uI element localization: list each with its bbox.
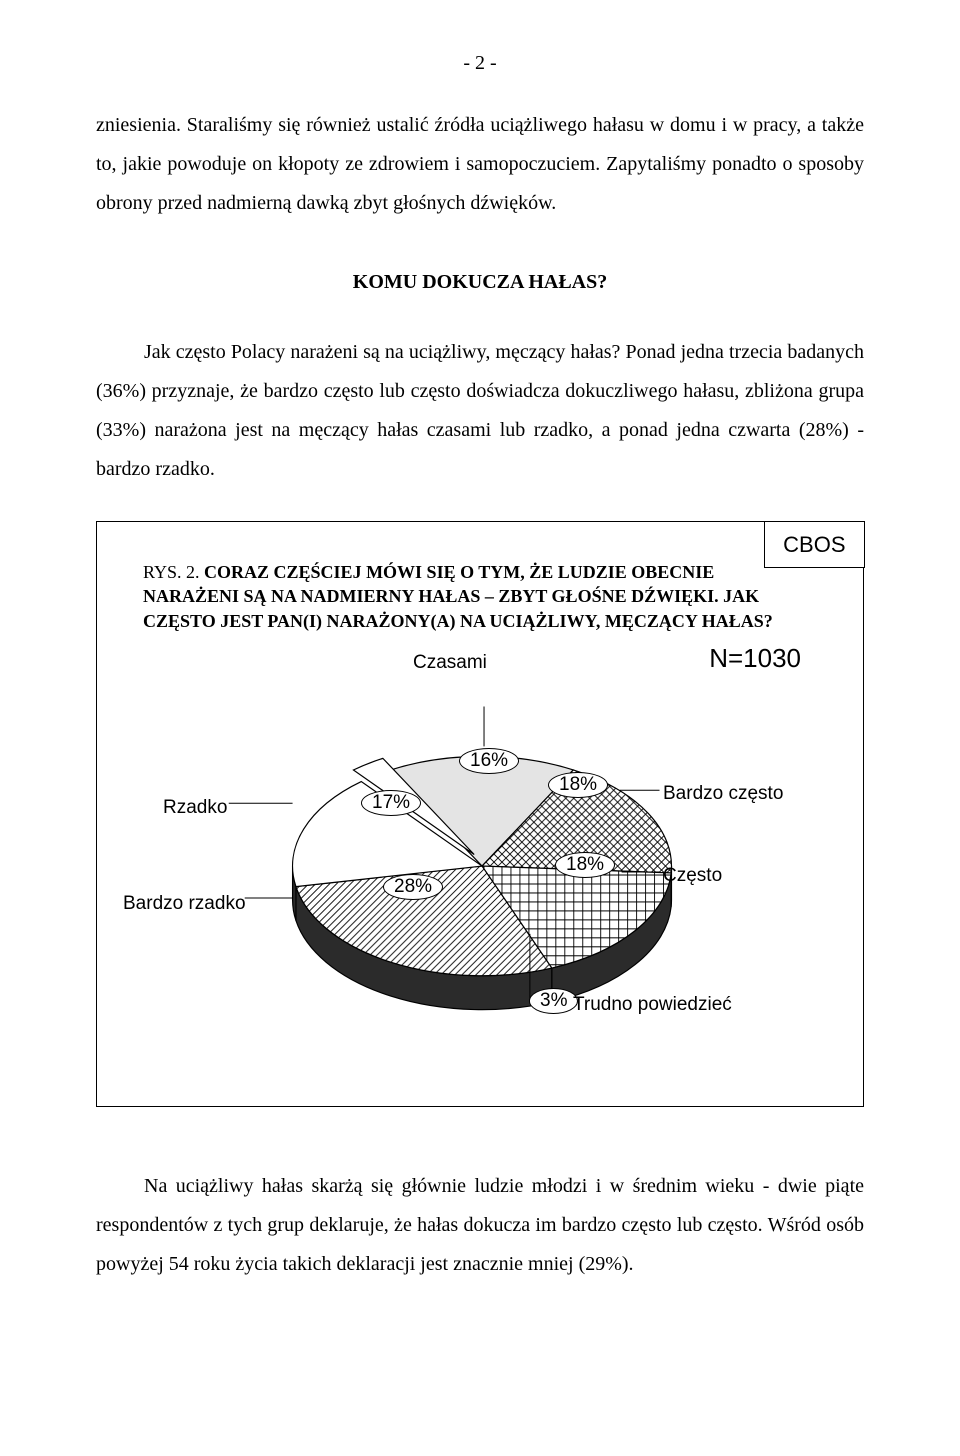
slice-label: Często: [663, 862, 722, 891]
figure-caption-prefix: RYS. 2.: [143, 562, 204, 582]
slice-label: Bardzo rzadko: [123, 890, 246, 919]
pct-label: 16%: [459, 748, 519, 774]
pct-label: 3%: [529, 988, 578, 1014]
cbos-label: CBOS: [764, 521, 864, 568]
pct-label: 18%: [555, 852, 615, 878]
slice-label: Rzadko: [163, 794, 227, 823]
pct-label: 28%: [383, 874, 443, 900]
pie-svg: [143, 686, 841, 1076]
figure-box: CBOS RYS. 2. CORAZ CZĘŚCIEJ MÓWI SIĘ O T…: [96, 521, 864, 1107]
paragraph-3: Na uciążliwy hałas skarżą się głównie lu…: [96, 1167, 864, 1284]
section-heading: KOMU DOKUCZA HAŁAS?: [96, 267, 864, 297]
paragraph-1: zniesienia. Staraliśmy się również ustal…: [96, 106, 864, 223]
pct-label: 17%: [361, 790, 421, 816]
top-slice-label: Czasami: [413, 652, 487, 673]
paragraph-2: Jak często Polacy narażeni są na uciążli…: [96, 333, 864, 489]
slice-label: Bardzo często: [663, 780, 783, 809]
figure-subheader: Czasami N=1030: [143, 639, 841, 678]
page-number: - 2 -: [96, 48, 864, 78]
sample-size: N=1030: [709, 639, 801, 678]
pct-label: 18%: [548, 772, 608, 798]
slice-label: Trudno powiedzieć: [573, 991, 732, 1020]
figure-caption: RYS. 2. CORAZ CZĘŚCIEJ MÓWI SIĘ O TYM, Ż…: [143, 560, 783, 633]
pie-chart: 16%18%Bardzo często18%Często28%Bardzo rz…: [143, 686, 841, 1076]
figure-caption-text: CORAZ CZĘŚCIEJ MÓWI SIĘ O TYM, ŻE LUDZIE…: [143, 562, 773, 631]
